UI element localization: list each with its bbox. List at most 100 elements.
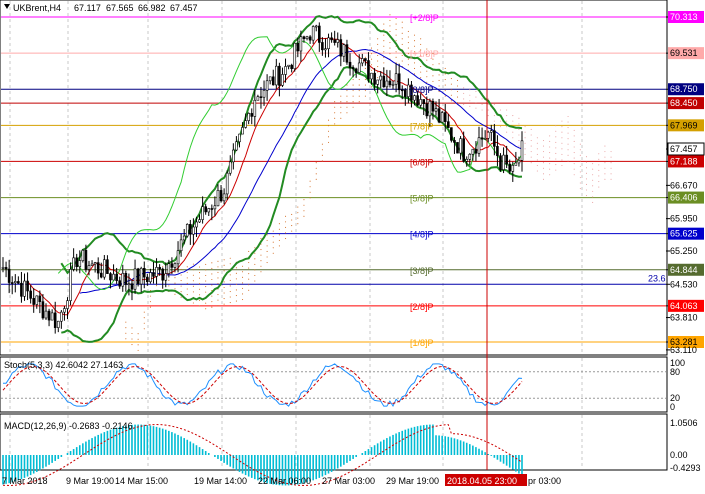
- candle-body: [118, 280, 121, 287]
- cloud-dot: [340, 95, 342, 97]
- cloud-dot: [272, 230, 274, 232]
- cloud-dot: [364, 90, 366, 92]
- candle-body: [1, 267, 5, 269]
- cloud-dot: [241, 271, 244, 273]
- cloud-dot: [186, 266, 188, 268]
- price-tag-box: [668, 263, 704, 276]
- candle-body: [496, 146, 499, 157]
- cloud-dot: [186, 282, 188, 285]
- cloud-dot: [549, 174, 551, 176]
- cloud-dot: [284, 226, 287, 228]
- cloud-dot: [530, 162, 532, 164]
- cloud-dot: [579, 182, 581, 184]
- cloud-dot: [542, 145, 545, 147]
- cloud-dot: [549, 157, 551, 159]
- cloud-dot: [272, 241, 274, 243]
- cloud-dot: [327, 125, 330, 127]
- candle-body: [32, 298, 36, 305]
- cloud-dot: [229, 290, 231, 293]
- cloud-dot: [481, 109, 483, 111]
- open-value: 67.117: [74, 3, 101, 13]
- cloud-dot: [260, 237, 262, 240]
- cloud-dot: [401, 43, 403, 45]
- candle-body: [311, 26, 315, 41]
- cloud-dot: [555, 164, 557, 166]
- cloud-dot: [401, 21, 403, 23]
- cloud-dot: [530, 145, 532, 147]
- cloud-dot: [530, 151, 532, 153]
- price-tick-label: 65.250: [670, 246, 698, 256]
- macd-panel: 1.0506 0.00 -0.4293: [2, 418, 701, 487]
- candle-body: [314, 25, 318, 28]
- candle-body: [428, 101, 432, 117]
- candle-body: [342, 44, 346, 57]
- cloud-dot: [499, 126, 502, 128]
- candle-body: [502, 154, 505, 170]
- candle-body: [56, 320, 60, 328]
- candle-body: [400, 89, 404, 92]
- price-tag-text: 67.969: [670, 120, 698, 130]
- cloud-dot: [413, 62, 416, 64]
- chikou-span-line: [57, 36, 523, 290]
- candle-body: [453, 140, 456, 143]
- cloud-dot: [162, 265, 164, 267]
- macd-frame: [0, 413, 668, 471]
- candle-body: [404, 89, 407, 97]
- candle-body: [26, 280, 29, 292]
- chart-header: UKBrent,H4 67.117 67.565 66.982 67.457: [4, 3, 198, 13]
- candle-body: [60, 311, 63, 322]
- candlesticks: [1, 22, 524, 334]
- cloud-dot: [192, 274, 194, 276]
- cloud-dot: [598, 175, 600, 177]
- candle-body: [394, 73, 398, 85]
- collapse-triangle-icon[interactable]: [4, 4, 10, 9]
- candle-body: [354, 68, 358, 73]
- stoch-axis-label: 100: [670, 358, 685, 368]
- candle-body: [489, 130, 493, 133]
- cloud-dot: [198, 305, 201, 307]
- cloud-dot: [585, 161, 588, 163]
- candle-body: [456, 142, 459, 154]
- stoch-axis-label: 0: [670, 402, 675, 412]
- candle-body: [434, 108, 438, 112]
- price-tag-box: [667, 142, 705, 156]
- candle-body: [228, 161, 232, 174]
- price-tick-label: 63.110: [670, 345, 697, 355]
- cloud-dot: [254, 269, 256, 271]
- cloud-dot: [585, 189, 588, 191]
- cloud-dot: [506, 126, 508, 128]
- cloud-dot: [413, 45, 416, 47]
- candle-body: [161, 268, 164, 281]
- candle-body: [474, 148, 478, 154]
- cloud-dot: [223, 264, 225, 266]
- cloud-dot: [383, 62, 385, 64]
- candle-body: [106, 259, 109, 274]
- stoch-axis-label: 20: [670, 393, 680, 403]
- cloud-dot: [401, 32, 403, 34]
- cloud-dot: [198, 277, 201, 279]
- cloud-dot: [377, 66, 379, 68]
- cloud-dot: [235, 300, 237, 302]
- cloud-dot: [180, 268, 182, 271]
- time-axis-label: pr 03:00: [528, 476, 561, 486]
- high-value: 67.565: [106, 3, 134, 13]
- price-tick-label: 66.670: [670, 180, 698, 190]
- stoch-signal-line: [2, 365, 523, 405]
- cloud-dot: [174, 282, 176, 284]
- cloud-dot: [524, 131, 526, 133]
- cloud-dot: [438, 79, 440, 82]
- cloud-dot: [407, 30, 409, 33]
- cloud-dot: [383, 45, 385, 47]
- cloud-dot: [272, 247, 274, 249]
- candle-body: [336, 39, 340, 43]
- cloud-dot: [217, 305, 219, 307]
- candle-body: [278, 65, 281, 86]
- cloud-dot: [205, 263, 207, 265]
- cloud-dot: [315, 178, 317, 180]
- cloud-dot: [149, 301, 151, 303]
- candle-body: [20, 282, 23, 297]
- price-tag-text: 63.281: [670, 337, 698, 347]
- candle-body: [321, 42, 324, 51]
